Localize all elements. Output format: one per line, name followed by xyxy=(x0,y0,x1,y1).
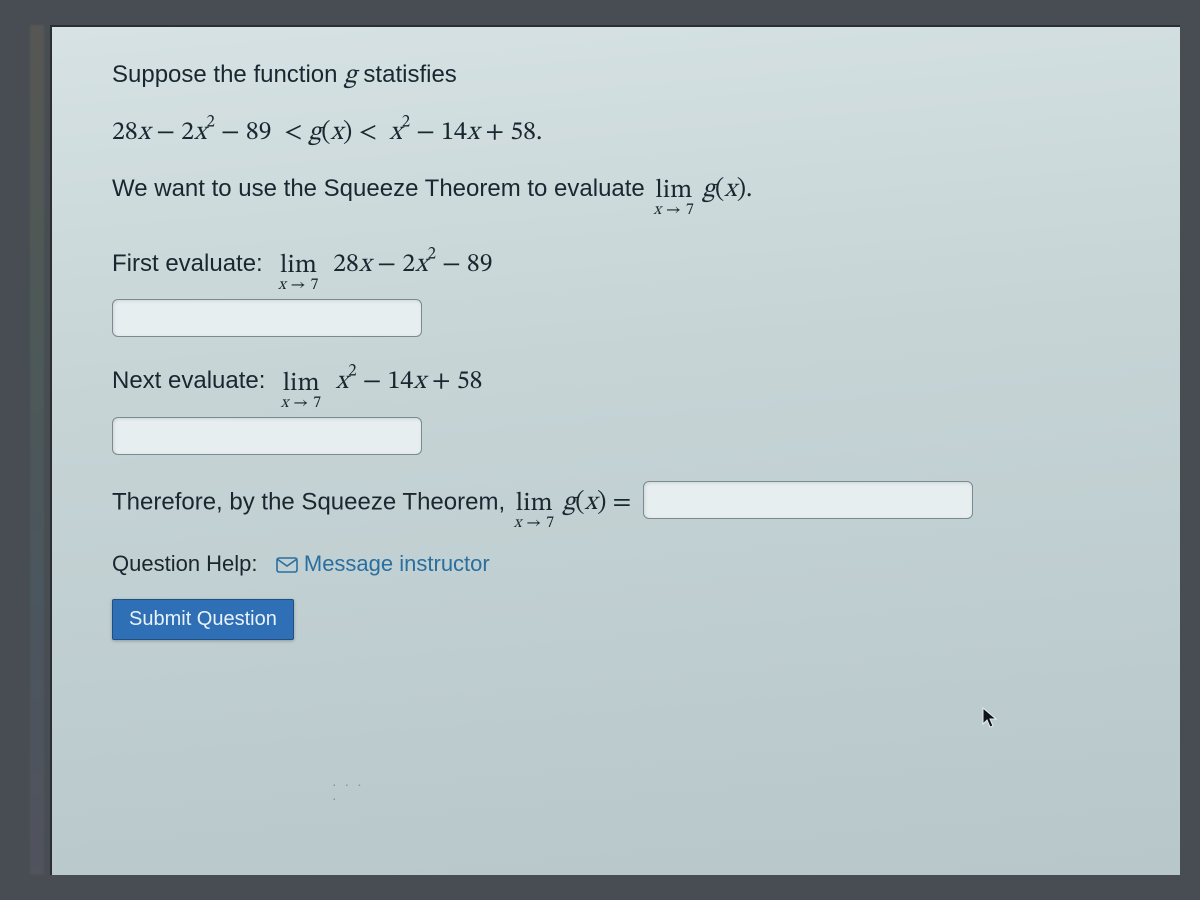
mail-icon xyxy=(276,553,298,569)
intro-func-letter: g xyxy=(344,63,357,89)
conclusion-prefix: Therefore, by the Squeeze Theorem, xyxy=(112,488,512,515)
submit-question-button[interactable]: Submit Question xyxy=(112,599,294,640)
conclusion-line: Therefore, by the Squeeze Theorem, lim x… xyxy=(112,481,1130,532)
intro-before: Suppose the function xyxy=(112,61,344,88)
intro-line: Suppose the function g statisfies xyxy=(112,57,1130,96)
goal-line: We want to use the Squeeze Theorem to ev… xyxy=(112,171,1130,218)
step2-input-row xyxy=(112,417,1130,455)
conclusion-limit: lim x → 7 xyxy=(514,491,555,531)
step2-line: Next evaluate: lim x → 7 x2 − 14x + 58 xyxy=(112,363,1130,410)
artifact-dots: · · ·· xyxy=(332,777,364,805)
goal-prefix: We want to use the Squeeze Theorem to ev… xyxy=(112,175,651,202)
question-panel: Suppose the function g statisfies 28x − … xyxy=(50,25,1180,875)
step1-answer-input[interactable] xyxy=(112,299,422,337)
step1-input-row xyxy=(112,299,1130,337)
step2-answer-input[interactable] xyxy=(112,417,422,455)
cursor-icon xyxy=(982,707,998,729)
help-label: Question Help: xyxy=(112,551,258,576)
intro-after: statisfies xyxy=(357,61,457,88)
goal-limit: lim x → 7 xyxy=(653,178,694,218)
question-help-row: Question Help: Message instructor xyxy=(112,551,1130,577)
step1-line: First evaluate: lim x → 7 28x − 2x2 − 89 xyxy=(112,246,1130,293)
step1-label: First evaluate: xyxy=(112,250,263,277)
step2-limit: lim x → 7 xyxy=(281,371,322,411)
conclusion-answer-input[interactable] xyxy=(643,481,973,519)
step1-limit: lim x → 7 xyxy=(278,253,319,293)
message-instructor-link[interactable]: Message instructor xyxy=(304,551,490,576)
lim-symbol: lim xyxy=(653,178,694,204)
inequality-line: 28x − 2x2 − 89 < g(x) < x2 − 14x + 58. xyxy=(112,114,1130,153)
screen-frame: Suppose the function g statisfies 28x − … xyxy=(0,0,1200,900)
step2-label: Next evaluate: xyxy=(112,367,265,394)
screen-edge-artifact xyxy=(30,25,44,875)
